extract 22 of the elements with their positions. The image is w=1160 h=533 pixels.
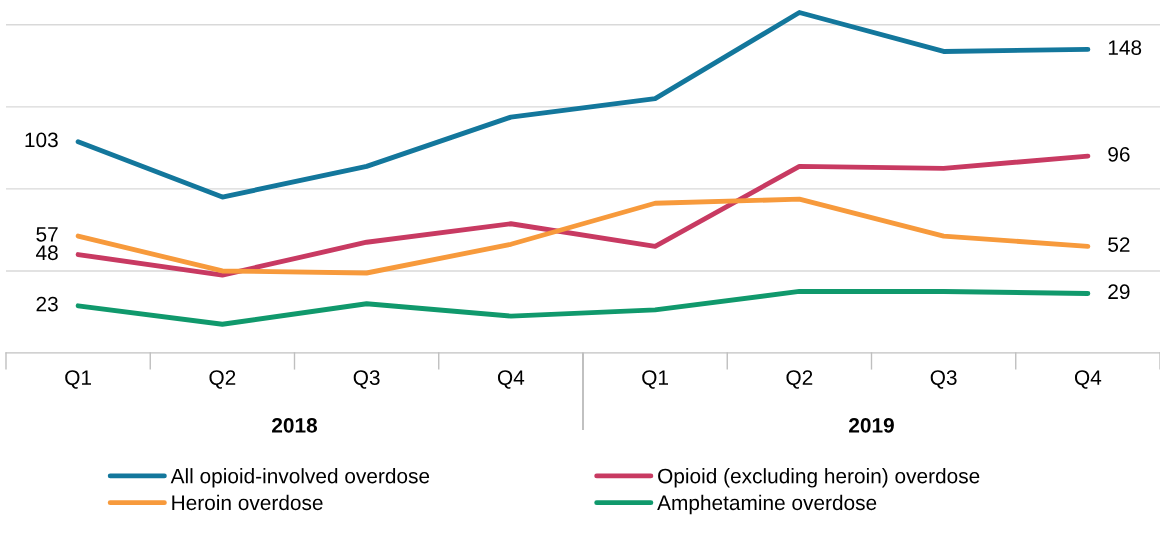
data-label: 103: [25, 132, 58, 148]
x-tick-label: Q4: [497, 370, 525, 389]
legend-label: Amphetamine overdose: [657, 494, 877, 515]
text: 2018: [272, 417, 318, 433]
data-label: 48: [35, 245, 58, 261]
x-tick-label: Q3: [930, 370, 957, 389]
data-label: 29: [1108, 284, 1130, 300]
x-tick-label: Q2: [786, 370, 813, 389]
legend-label: Opioid (excluding heroin) overdose: [658, 468, 980, 488]
x-tick-label: Q4: [1074, 370, 1102, 389]
data-label: 23: [36, 296, 58, 312]
data-label: 52: [1108, 237, 1130, 252]
data-label: 96: [1108, 146, 1130, 162]
data-label: 57: [36, 227, 58, 242]
x-tick-label: Q3: [353, 370, 380, 389]
x-tick-label: Q1: [65, 370, 91, 389]
x-tick-label: Q1: [642, 370, 668, 389]
x-tick-label: Q2: [209, 370, 236, 389]
legend-label: All opioid-involved overdose: [170, 468, 430, 488]
legend-label: Heroin overdose: [172, 494, 323, 511]
data-label: 148: [1108, 40, 1142, 55]
text: 2019: [849, 417, 894, 433]
